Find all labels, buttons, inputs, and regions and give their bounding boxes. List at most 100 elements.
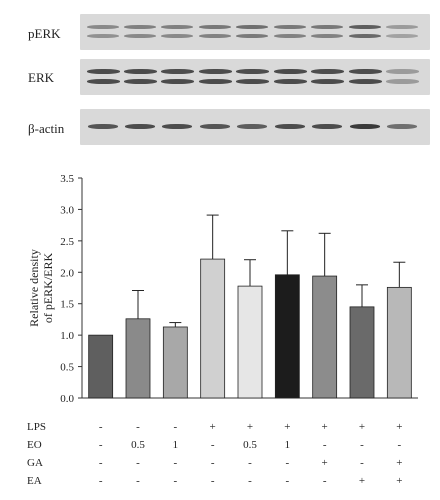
blot-band [124, 25, 156, 29]
blot-band [386, 25, 418, 29]
blot-band [348, 78, 382, 84]
bar [200, 258, 226, 399]
y-axis-label-line2: of pERK/ERK [41, 253, 55, 324]
blot-band [235, 78, 269, 84]
blot-band [310, 78, 344, 84]
blot-band [236, 25, 268, 29]
blot-band [349, 34, 381, 38]
blot-band [350, 123, 380, 129]
condition-label: LPS [27, 421, 46, 433]
bar [386, 286, 412, 399]
blot-band [124, 34, 156, 38]
condition-value: - [211, 475, 215, 487]
condition-value: - [173, 457, 177, 469]
bar [162, 326, 188, 399]
condition-value: - [323, 439, 327, 451]
bar [88, 334, 114, 399]
condition-value: 1 [285, 439, 291, 451]
blot-band [200, 123, 230, 129]
bar [125, 318, 151, 399]
blot-band [235, 68, 269, 74]
condition-value: - [248, 475, 252, 487]
y-tick-label: 1.0 [60, 330, 74, 342]
blot-band [274, 25, 306, 29]
bar [312, 275, 338, 399]
condition-value: + [396, 457, 402, 469]
condition-value: 0.5 [243, 439, 257, 451]
blot-band [273, 68, 307, 74]
condition-value: + [322, 421, 328, 433]
blot-band [310, 68, 344, 74]
condition-value: - [360, 457, 364, 469]
bar [237, 285, 263, 399]
condition-value: - [99, 421, 103, 433]
condition-value: - [285, 457, 289, 469]
y-axis-label: Relative density of pERK/ERK [27, 249, 55, 327]
blot-band [86, 78, 120, 84]
condition-value: - [99, 439, 103, 451]
y-tick-label: 2.5 [60, 236, 74, 248]
condition-value: + [247, 421, 253, 433]
condition-label: EA [27, 475, 42, 487]
blot-band [198, 78, 232, 84]
blot-band [87, 25, 119, 29]
blot-band [349, 25, 381, 29]
bar [274, 274, 300, 399]
condition-value: - [211, 439, 215, 451]
y-tick-label: 1.5 [60, 299, 74, 311]
blot-band [161, 25, 193, 29]
blot-label-perk: pERK [28, 26, 61, 41]
blot-band [385, 78, 419, 84]
condition-value: + [396, 475, 402, 487]
condition-value: - [360, 439, 364, 451]
condition-value: - [211, 457, 215, 469]
condition-value: + [359, 421, 365, 433]
blot-band [160, 68, 194, 74]
condition-value: + [396, 421, 402, 433]
bar [349, 306, 375, 399]
condition-value: - [173, 475, 177, 487]
y-tick-label: 2.0 [60, 267, 74, 279]
y-axis-label-line1: Relative density [27, 249, 41, 327]
condition-value: 0.5 [131, 439, 145, 451]
condition-label: GA [27, 457, 43, 469]
blot-band [348, 68, 382, 74]
blot-band [125, 123, 155, 129]
blot-band [274, 34, 306, 38]
blot-band [312, 123, 342, 129]
blot-band [123, 68, 157, 74]
blot-band [236, 34, 268, 38]
blot-band [385, 68, 419, 74]
blot-band [311, 34, 343, 38]
blot-band [86, 68, 120, 74]
blot-band [160, 78, 194, 84]
blot-band [123, 78, 157, 84]
condition-value: - [99, 457, 103, 469]
blot-band [387, 123, 417, 129]
blot-band [161, 34, 193, 38]
blot-band [87, 34, 119, 38]
blot-band [162, 123, 192, 129]
blot-panel-perk [80, 14, 430, 50]
condition-value: - [136, 457, 140, 469]
condition-value: - [136, 475, 140, 487]
condition-value: - [136, 421, 140, 433]
condition-value: + [322, 457, 328, 469]
y-tick-label: 3.5 [60, 173, 74, 185]
condition-value: - [173, 421, 177, 433]
blot-band [311, 25, 343, 29]
blot-panel-erk [80, 59, 430, 95]
condition-value: - [285, 475, 289, 487]
blot-label-erk: ERK [28, 70, 54, 85]
blot-band [275, 123, 305, 129]
blot-band [273, 78, 307, 84]
blot-band [237, 123, 267, 129]
condition-value: - [248, 457, 252, 469]
blot-band [198, 68, 232, 74]
y-tick-label: 0.5 [60, 362, 74, 374]
blot-band [386, 34, 418, 38]
condition-value: - [397, 439, 401, 451]
blot-panel-beta-actin [80, 109, 430, 145]
blot-band [199, 34, 231, 38]
